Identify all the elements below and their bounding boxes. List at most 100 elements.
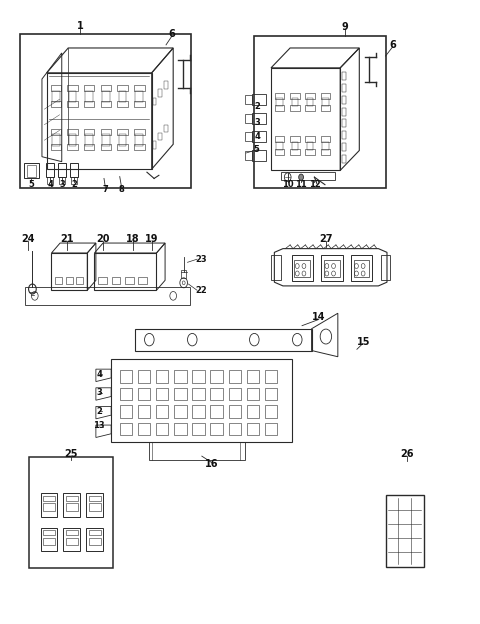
Bar (134, 85, 144, 92)
Bar (47, 177, 53, 184)
Bar (342, 131, 347, 139)
Bar (276, 142, 283, 150)
Bar (291, 255, 313, 281)
Bar (153, 141, 156, 149)
Bar (138, 276, 147, 284)
Bar (324, 260, 340, 277)
Bar (101, 101, 111, 107)
Text: 27: 27 (319, 234, 333, 244)
Bar (294, 260, 310, 277)
Bar (134, 101, 144, 107)
Bar (156, 422, 168, 435)
Bar (46, 163, 54, 177)
Bar (117, 85, 128, 92)
Bar (275, 93, 284, 99)
Bar (85, 134, 93, 145)
Bar (276, 99, 283, 106)
Bar (134, 144, 144, 150)
Bar (101, 144, 111, 150)
Text: 25: 25 (64, 449, 77, 459)
Bar (351, 255, 372, 281)
Bar (69, 134, 76, 145)
Bar (305, 136, 315, 142)
Bar (228, 371, 241, 383)
Bar (70, 163, 78, 177)
Bar (247, 388, 259, 400)
Text: 11: 11 (295, 180, 307, 188)
Bar (20, 34, 192, 188)
Bar (86, 527, 103, 551)
Bar (192, 388, 204, 400)
Bar (135, 91, 143, 102)
Bar (102, 134, 110, 145)
Bar (84, 129, 95, 135)
Text: 3: 3 (96, 388, 102, 397)
Bar (120, 405, 132, 417)
Bar (153, 98, 156, 105)
Bar (156, 405, 168, 417)
Bar (117, 101, 128, 107)
Bar (50, 129, 61, 135)
Bar (342, 155, 347, 163)
Bar (164, 125, 168, 132)
Bar (158, 89, 162, 97)
Text: 6: 6 (389, 40, 396, 50)
Bar (192, 371, 204, 383)
Bar (265, 388, 277, 400)
Bar (265, 405, 277, 417)
Bar (135, 134, 143, 145)
Bar (210, 388, 223, 400)
Bar (66, 530, 78, 535)
Text: 2: 2 (255, 102, 261, 112)
Text: 19: 19 (145, 234, 158, 244)
Bar (59, 177, 65, 184)
Bar (50, 85, 61, 92)
Text: 2: 2 (71, 180, 77, 188)
Bar (43, 496, 55, 501)
Bar (40, 494, 57, 517)
Bar (43, 530, 55, 535)
Bar (385, 495, 424, 567)
Bar (322, 99, 329, 106)
Bar (67, 144, 78, 150)
Bar (290, 136, 300, 142)
Bar (210, 422, 223, 435)
Bar (245, 114, 252, 122)
Bar (138, 388, 150, 400)
Bar (111, 359, 292, 442)
Bar (67, 129, 78, 135)
Bar (63, 527, 80, 551)
Bar (117, 129, 128, 135)
Bar (174, 405, 187, 417)
Bar (245, 151, 252, 160)
Bar (138, 422, 150, 435)
Bar (307, 142, 313, 150)
Text: 3: 3 (59, 180, 65, 188)
Text: 15: 15 (357, 337, 371, 347)
Bar (228, 388, 241, 400)
Text: 4: 4 (47, 180, 53, 188)
Bar (101, 85, 111, 92)
Text: 5: 5 (254, 145, 260, 154)
Bar (63, 494, 80, 517)
Bar (66, 504, 78, 511)
Bar (55, 276, 62, 284)
Bar (252, 112, 266, 124)
Bar (102, 91, 110, 102)
Text: 1: 1 (77, 21, 84, 31)
Bar (50, 144, 61, 150)
Bar (342, 119, 347, 127)
Text: 9: 9 (342, 22, 348, 32)
Bar (247, 422, 259, 435)
Bar (252, 94, 266, 105)
Bar (252, 150, 266, 161)
Bar (342, 72, 347, 80)
Bar (174, 371, 187, 383)
Bar (305, 149, 315, 155)
Bar (192, 422, 204, 435)
Bar (247, 405, 259, 417)
Text: 14: 14 (312, 312, 325, 322)
Bar (134, 129, 144, 135)
Text: 18: 18 (126, 234, 139, 244)
Bar (89, 530, 101, 535)
